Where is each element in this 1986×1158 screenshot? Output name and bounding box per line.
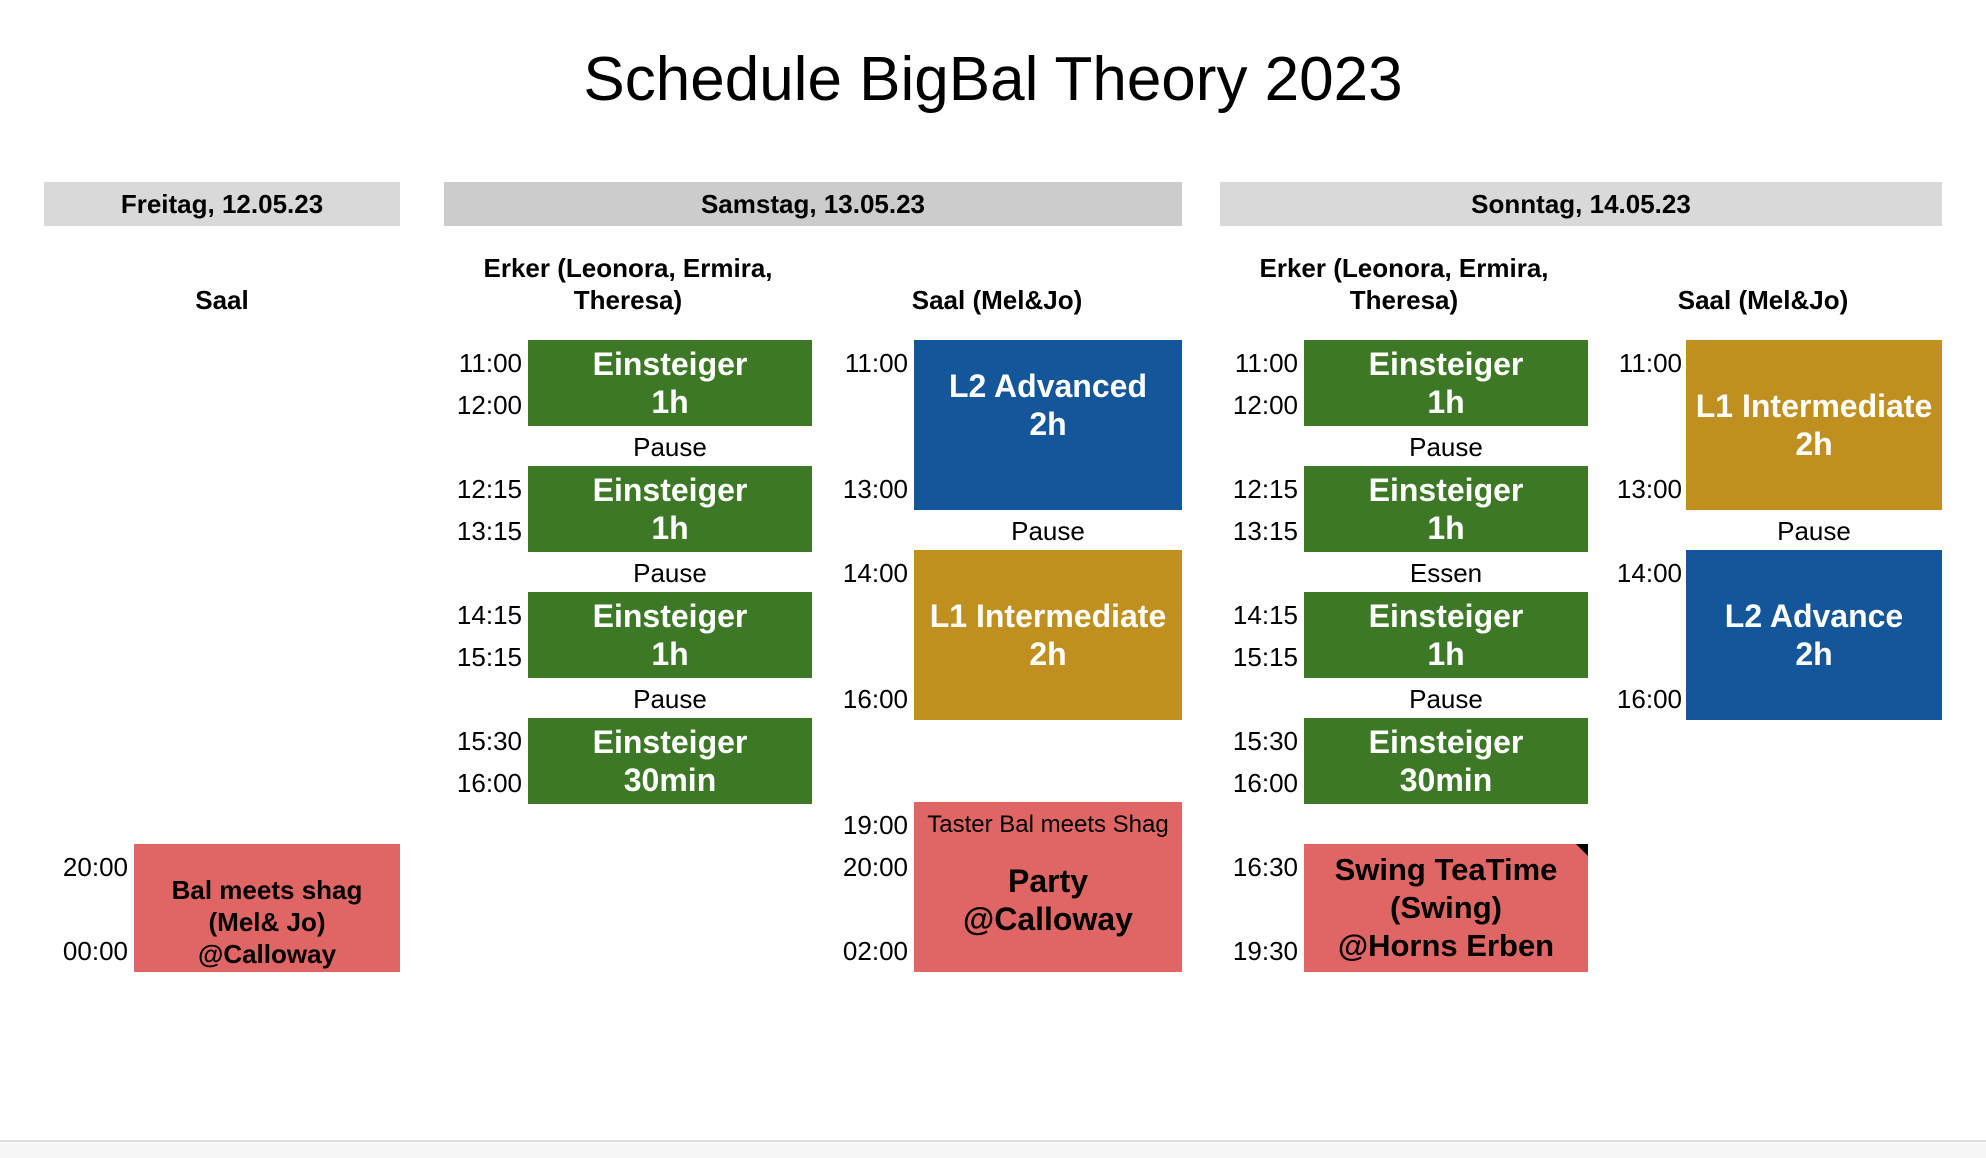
class-block-einsteiger[interactable]: Einsteiger 30min — [528, 718, 812, 804]
time-label: 12:15 — [456, 474, 522, 504]
class-title: Einsteiger — [592, 472, 748, 508]
class-block-einsteiger[interactable]: Einsteiger 1h — [528, 340, 812, 426]
time-label: 15:15 — [1232, 642, 1298, 672]
time-label: 14:15 — [1232, 600, 1298, 630]
class-title: Einsteiger — [592, 346, 748, 382]
time-label: 19:30 — [1232, 936, 1298, 966]
event-taster: Taster Bal meets Shag — [927, 811, 1169, 838]
break-label: Pause — [1777, 516, 1851, 546]
time-label: 13:15 — [456, 516, 522, 546]
time-label: 00:00 — [62, 936, 128, 966]
time-label: 11:00 — [844, 348, 908, 378]
class-duration: 2h — [1029, 636, 1067, 672]
class-duration: 1h — [1427, 384, 1465, 420]
class-title: Einsteiger — [592, 724, 748, 760]
event-subtitle: (Mel& Jo) — [208, 907, 326, 937]
class-duration: 30min — [623, 762, 717, 798]
time-label: 14:00 — [1616, 558, 1682, 588]
class-block-einsteiger[interactable]: Einsteiger 30min — [1304, 718, 1588, 804]
time-label: 16:00 — [1616, 684, 1682, 714]
class-title: Einsteiger — [1368, 724, 1524, 760]
class-title: L1 Intermediate — [929, 598, 1167, 634]
time-label: 15:30 — [1232, 726, 1298, 756]
bottom-divider — [0, 1140, 1986, 1158]
event-location: @Calloway — [197, 939, 337, 969]
comment-marker-icon — [1576, 844, 1588, 856]
class-title: Einsteiger — [1368, 346, 1524, 382]
time-label: 16:30 — [1232, 852, 1298, 882]
room-header-sun-erker: Erker (Leonora, Ermira, Theresa) — [1259, 253, 1549, 315]
event-title: Swing TeaTime — [1334, 852, 1558, 887]
event-block-party[interactable]: Taster Bal meets Shag Party @Calloway — [914, 802, 1182, 972]
class-duration: 30min — [1399, 762, 1493, 798]
break-label: Pause — [1409, 432, 1483, 462]
room-header-sat-saal: Saal (Mel&Jo) — [911, 285, 1083, 315]
time-label: 15:15 — [456, 642, 522, 672]
class-title: L2 Advanced — [949, 368, 1147, 404]
class-duration: 1h — [651, 636, 689, 672]
class-block-l2-advanced[interactable]: L2 Advanced 2h — [914, 340, 1182, 510]
class-block-l2-advance[interactable]: L2 Advance 2h — [1686, 550, 1942, 720]
room-header-sat-erker: Erker (Leonora, Ermira, Theresa) — [483, 253, 773, 315]
room-header-sun-saal: Saal (Mel&Jo) — [1677, 285, 1849, 315]
event-block-bal-meets-shag[interactable]: Bal meets shag (Mel& Jo) @Calloway — [134, 844, 400, 972]
time-label: 11:00 — [1234, 348, 1298, 378]
class-duration: 2h — [1795, 426, 1833, 462]
time-label: 13:15 — [1232, 516, 1298, 546]
event-title: Party — [1007, 863, 1089, 899]
break-label: Essen — [1409, 558, 1483, 588]
break-label: Pause — [1409, 684, 1483, 714]
class-duration: 1h — [651, 384, 689, 420]
class-title: Einsteiger — [1368, 472, 1524, 508]
time-label: 02:00 — [842, 936, 908, 966]
time-label: 12:00 — [1232, 390, 1298, 420]
time-label: 16:00 — [842, 684, 908, 714]
day-header-saturday: Samstag, 13.05.23 — [444, 182, 1182, 226]
time-label: 14:15 — [456, 600, 522, 630]
class-title: L1 Intermediate — [1695, 388, 1933, 424]
event-subtitle: (Swing) — [1390, 890, 1502, 925]
class-duration: 1h — [1427, 636, 1465, 672]
event-location: @Calloway — [963, 901, 1133, 937]
time-label: 13:00 — [1616, 474, 1682, 504]
time-label: 16:00 — [456, 768, 522, 798]
day-header-friday: Freitag, 12.05.23 — [44, 182, 400, 226]
break-label: Pause — [1011, 516, 1085, 546]
day-header-sunday: Sonntag, 14.05.23 — [1220, 182, 1942, 226]
class-title: L2 Advance — [1724, 598, 1904, 634]
time-label: 14:00 — [842, 558, 908, 588]
time-label: 19:00 — [842, 810, 908, 840]
break-label: Pause — [633, 684, 707, 714]
time-label: 20:00 — [842, 852, 908, 882]
class-title: Einsteiger — [592, 598, 748, 634]
class-duration: 2h — [1795, 636, 1833, 672]
room-header-fri-saal: Saal — [195, 285, 249, 315]
time-label: 13:00 — [842, 474, 908, 504]
event-block-swing-teatime[interactable]: Swing TeaTime (Swing) @Horns Erben — [1304, 844, 1588, 972]
time-label: 16:00 — [1232, 768, 1298, 798]
page-title: Schedule BigBal Theory 2023 — [583, 45, 1403, 114]
event-title: Bal meets shag — [171, 875, 363, 905]
class-block-l1-intermediate[interactable]: L1 Intermediate 2h — [914, 550, 1182, 720]
class-block-einsteiger[interactable]: Einsteiger 1h — [1304, 466, 1588, 552]
time-label: 11:00 — [458, 348, 522, 378]
class-duration: 2h — [1029, 406, 1067, 442]
time-label: 15:30 — [456, 726, 522, 756]
class-block-einsteiger[interactable]: Einsteiger 1h — [528, 592, 812, 678]
time-label: 11:00 — [1618, 348, 1682, 378]
break-label: Pause — [633, 558, 707, 588]
time-label: 12:15 — [1232, 474, 1298, 504]
class-duration: 1h — [1427, 510, 1465, 546]
class-block-einsteiger[interactable]: Einsteiger 1h — [1304, 340, 1588, 426]
class-block-l1-intermediate[interactable]: L1 Intermediate 2h — [1686, 340, 1942, 510]
class-block-einsteiger[interactable]: Einsteiger 1h — [528, 466, 812, 552]
class-block-einsteiger[interactable]: Einsteiger 1h — [1304, 592, 1588, 678]
break-label: Pause — [633, 432, 707, 462]
class-title: Einsteiger — [1368, 598, 1524, 634]
class-duration: 1h — [651, 510, 689, 546]
time-label: 12:00 — [456, 390, 522, 420]
time-label: 20:00 — [62, 852, 128, 882]
event-location: @Horns Erben — [1337, 928, 1555, 963]
